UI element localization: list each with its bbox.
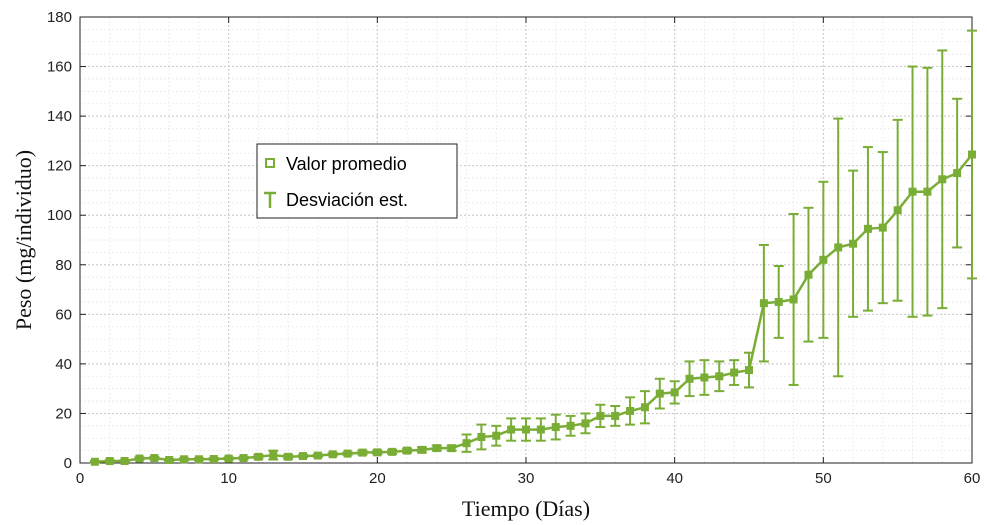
data-point-marker bbox=[224, 454, 233, 463]
data-point-marker bbox=[745, 366, 753, 375]
data-point-marker bbox=[180, 455, 189, 464]
data-point-marker bbox=[611, 411, 620, 420]
data-point-marker bbox=[878, 223, 887, 232]
data-point-marker bbox=[968, 150, 976, 159]
x-tick-label: 60 bbox=[964, 470, 981, 487]
x-tick-label: 50 bbox=[815, 470, 832, 487]
data-point-marker bbox=[299, 452, 307, 461]
data-point-marker bbox=[120, 457, 129, 466]
data-point-marker bbox=[685, 374, 694, 383]
data-point-marker bbox=[462, 439, 471, 448]
x-tick-label: 30 bbox=[518, 470, 535, 487]
data-point-marker bbox=[447, 444, 456, 453]
data-point-marker bbox=[477, 432, 486, 441]
y-tick-label: 160 bbox=[47, 59, 72, 76]
data-point-marker bbox=[700, 373, 709, 382]
legend-errorbar-icon bbox=[264, 191, 276, 208]
data-point-marker bbox=[239, 454, 248, 463]
legend-label-sd: Desviación est. bbox=[286, 190, 408, 210]
data-point-marker bbox=[730, 368, 739, 377]
legend-marker-square-icon bbox=[265, 158, 275, 168]
y-tick-label: 20 bbox=[55, 405, 72, 422]
data-point-marker bbox=[343, 449, 352, 458]
data-point-marker bbox=[209, 455, 218, 464]
data-point-marker bbox=[626, 406, 635, 415]
data-point-marker bbox=[596, 411, 605, 420]
data-point-marker bbox=[492, 431, 501, 440]
data-point-marker bbox=[953, 169, 962, 178]
data-point-marker bbox=[135, 454, 144, 463]
data-point-marker bbox=[670, 388, 679, 397]
data-point-marker bbox=[566, 421, 575, 430]
x-axis-ticks: 0 10 20 30 40 50 60 bbox=[76, 17, 981, 487]
y-axis-title: Peso (mg/individuo) bbox=[11, 150, 36, 330]
y-tick-label: 60 bbox=[55, 306, 72, 323]
data-point-marker bbox=[194, 455, 203, 464]
data-point-marker bbox=[774, 297, 783, 306]
y-tick-label: 140 bbox=[47, 108, 72, 125]
y-tick-label: 100 bbox=[47, 207, 72, 224]
legend: Valor promedio Desviación est. bbox=[256, 143, 458, 219]
x-tick-label: 10 bbox=[220, 470, 237, 487]
series-markers bbox=[90, 150, 976, 466]
data-point-marker bbox=[417, 445, 426, 454]
data-point-marker bbox=[403, 446, 412, 455]
data-point-marker bbox=[269, 451, 278, 460]
data-point-marker bbox=[715, 372, 724, 381]
y-tick-label: 180 bbox=[47, 9, 72, 26]
x-axis-title: Tiempo (Días) bbox=[462, 496, 590, 521]
x-tick-label: 20 bbox=[369, 470, 386, 487]
data-point-marker bbox=[789, 295, 798, 304]
data-point-marker bbox=[358, 448, 367, 457]
data-point-marker bbox=[551, 423, 560, 432]
data-point-marker bbox=[640, 403, 649, 412]
data-point-marker bbox=[90, 457, 99, 466]
data-point-marker bbox=[254, 452, 263, 461]
data-point-marker bbox=[536, 425, 545, 434]
y-tick-label: 40 bbox=[55, 356, 72, 373]
data-point-marker bbox=[373, 448, 382, 457]
data-point-marker bbox=[165, 456, 174, 465]
y-axis-ticks: 0 20 40 60 80 100 120 140 160 180 bbox=[47, 9, 972, 472]
data-point-marker bbox=[150, 454, 159, 463]
data-point-marker bbox=[507, 425, 516, 434]
data-point-marker bbox=[432, 444, 441, 453]
data-point-marker bbox=[759, 299, 768, 308]
x-tick-label: 0 bbox=[76, 470, 84, 487]
data-point-marker bbox=[923, 187, 932, 196]
data-point-marker bbox=[819, 255, 828, 264]
data-point-marker bbox=[328, 450, 337, 459]
data-point-marker bbox=[849, 239, 858, 248]
data-point-marker bbox=[313, 451, 322, 460]
legend-box bbox=[256, 143, 458, 219]
data-point-marker bbox=[388, 447, 397, 456]
data-point-marker bbox=[522, 425, 530, 434]
y-tick-label: 0 bbox=[64, 455, 72, 472]
data-point-marker bbox=[284, 452, 293, 461]
data-point-marker bbox=[105, 457, 114, 466]
data-point-marker bbox=[893, 206, 902, 215]
y-tick-label: 120 bbox=[47, 158, 72, 175]
data-point-marker bbox=[863, 224, 872, 233]
data-point-marker bbox=[938, 175, 947, 184]
x-tick-label: 40 bbox=[666, 470, 683, 487]
legend-label-mean: Valor promedio bbox=[286, 154, 407, 174]
data-point-marker bbox=[655, 389, 664, 398]
data-point-marker bbox=[834, 243, 843, 252]
data-point-marker bbox=[908, 187, 917, 196]
y-tick-label: 80 bbox=[55, 257, 72, 274]
data-point-marker bbox=[581, 419, 590, 428]
data-point-marker bbox=[804, 270, 813, 279]
